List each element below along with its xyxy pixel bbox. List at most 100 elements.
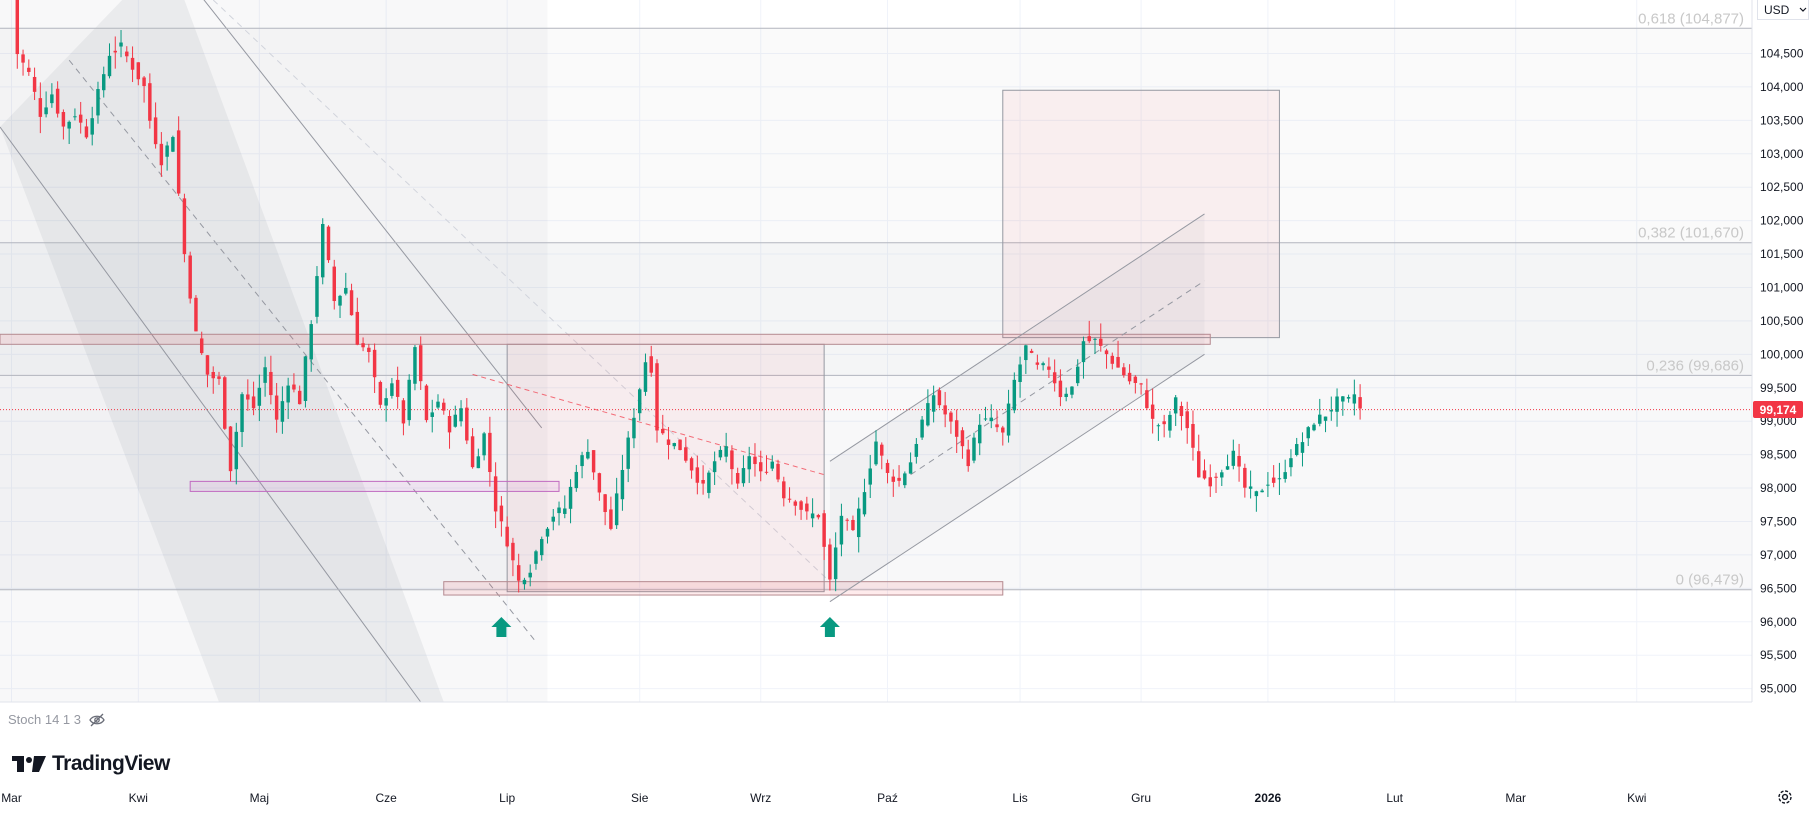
candle-body <box>148 83 152 121</box>
time-axis[interactable]: Mar Kwi Maj Cze Lip Sie Wrz Paź Lis Gru 2026 Lut Mar… <box>1 791 1646 805</box>
candle-body <box>303 356 308 401</box>
candle-body <box>332 266 336 302</box>
time-tick-label: 2026 <box>1255 791 1282 805</box>
candle-body <box>1214 476 1218 478</box>
candle-body <box>1312 424 1316 431</box>
candle-body <box>1104 350 1109 355</box>
candle-body <box>1173 397 1178 414</box>
candle-body <box>649 356 653 373</box>
indicator-legend[interactable]: Stoch 14 1 3 <box>8 712 105 727</box>
candle-body <box>983 418 988 420</box>
candle-body <box>21 54 25 63</box>
fib-level-label: 0,618 (104,877) <box>1638 10 1744 27</box>
candle-body <box>805 503 809 512</box>
candle-body <box>1029 350 1034 353</box>
candlesticks <box>15 0 1362 593</box>
candle-body <box>367 347 371 353</box>
chevron-down-icon <box>1799 7 1807 12</box>
candle-body <box>862 492 867 515</box>
candle-body <box>563 508 567 514</box>
candle-body <box>401 400 406 424</box>
candle-body <box>1231 450 1236 466</box>
time-tick-label: Cze <box>375 791 397 805</box>
candle-body <box>661 428 665 434</box>
candle-body <box>315 276 319 317</box>
candle-body <box>1035 362 1040 365</box>
candle-body <box>828 544 832 580</box>
candle-body <box>119 42 123 47</box>
candle-body <box>176 130 181 194</box>
candle-body <box>361 343 365 348</box>
candle-body <box>194 297 198 332</box>
tradingview-logo[interactable]: TradingView <box>12 752 170 776</box>
candle-body <box>1243 467 1247 488</box>
candle-body <box>966 449 970 467</box>
candle-body <box>338 295 342 306</box>
candle-body <box>1133 376 1138 383</box>
candle-body <box>257 387 262 406</box>
candle-body <box>655 363 659 431</box>
candle-body <box>1300 442 1305 453</box>
candle-body <box>1012 379 1017 411</box>
fib-zone-upper <box>0 28 1752 243</box>
candle-body <box>545 528 550 537</box>
candle-body <box>182 198 187 255</box>
candle-body <box>269 371 273 396</box>
eye-hidden-icon[interactable] <box>89 713 105 727</box>
candle-body <box>943 405 947 415</box>
current-price-value: 99,174 <box>1759 402 1797 417</box>
candle-body <box>223 377 227 429</box>
candle-body <box>505 526 509 547</box>
candle-body <box>205 355 210 375</box>
candle-body <box>1168 414 1172 431</box>
indicator-label[interactable]: Stoch 14 1 3 <box>8 712 81 727</box>
time-tick-label: Paź <box>877 791 898 805</box>
candle-body <box>44 107 48 115</box>
candle-body <box>1248 486 1253 489</box>
candle-body <box>712 461 717 473</box>
brand-name: TradingView <box>52 752 170 775</box>
current-price-badge: 99,174 <box>1753 401 1803 419</box>
candle-body <box>372 349 377 378</box>
candle-body <box>378 381 383 405</box>
candle-body <box>297 390 302 405</box>
candle-body <box>1075 366 1080 384</box>
candle-body <box>228 426 233 472</box>
candle-body <box>972 437 976 461</box>
candle-body <box>286 385 290 403</box>
candle-body <box>845 519 849 521</box>
candle-body <box>1139 383 1143 385</box>
candle-body <box>747 456 751 470</box>
candle-body <box>626 437 630 469</box>
candle-body <box>960 430 965 447</box>
candle-body <box>159 143 164 166</box>
candle-body <box>908 462 913 474</box>
candle-body <box>1197 451 1201 478</box>
candle-body <box>142 77 146 87</box>
candle-body <box>251 396 256 409</box>
candle-body <box>344 287 348 294</box>
candle-body <box>199 338 204 354</box>
candle-body <box>459 408 463 422</box>
candle-body <box>1122 367 1126 376</box>
candle-body <box>1052 372 1057 384</box>
price-tick-label: 99,500 <box>1760 381 1797 395</box>
currency-selector[interactable]: USD <box>1757 0 1809 20</box>
candle-body <box>263 367 267 383</box>
price-axis[interactable]: 104,500 104,000 103,500 103,000 102,500 102,0… <box>1760 46 1804 695</box>
candle-body <box>580 455 584 467</box>
candle-body <box>707 472 711 493</box>
candle-body <box>280 401 285 422</box>
candle-body <box>1346 397 1351 399</box>
up-arrow-marker <box>491 617 512 637</box>
candle-body <box>430 412 434 417</box>
candle-body <box>989 417 993 422</box>
candle-body <box>574 471 579 489</box>
candle-body <box>67 121 71 129</box>
price-tick-label: 95,500 <box>1760 648 1797 662</box>
candle-body <box>799 501 803 510</box>
gear-icon[interactable] <box>1776 788 1794 806</box>
channel-upper-line <box>203 0 543 429</box>
candle-body <box>436 401 440 408</box>
